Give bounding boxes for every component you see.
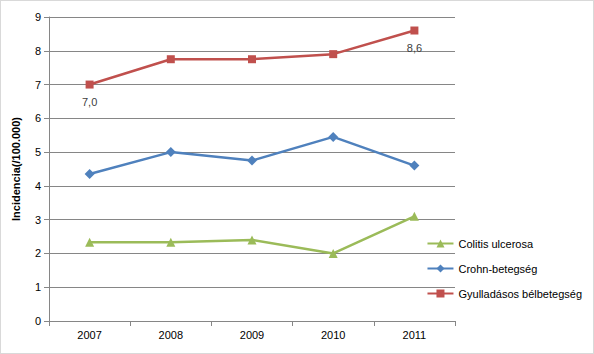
svg-text:6: 6 bbox=[35, 112, 41, 124]
svg-text:5: 5 bbox=[35, 146, 41, 158]
svg-text:4: 4 bbox=[35, 180, 41, 192]
svg-text:Gyulladásos bélbetegség: Gyulladásos bélbetegség bbox=[458, 288, 582, 300]
svg-text:2: 2 bbox=[35, 247, 41, 259]
svg-text:7,0: 7,0 bbox=[82, 96, 97, 108]
svg-text:2010: 2010 bbox=[321, 329, 345, 341]
svg-text:2011: 2011 bbox=[403, 329, 427, 341]
svg-text:8,6: 8,6 bbox=[407, 42, 422, 54]
svg-text:Colitis ulcerosa: Colitis ulcerosa bbox=[458, 238, 533, 250]
svg-text:2007: 2007 bbox=[77, 329, 101, 341]
svg-text:Incidencia(/100.000): Incidencia(/100.000) bbox=[10, 117, 22, 221]
svg-text:8: 8 bbox=[35, 45, 41, 57]
svg-text:Crohn-betegség: Crohn-betegség bbox=[458, 263, 537, 275]
svg-text:2009: 2009 bbox=[240, 329, 264, 341]
svg-text:7: 7 bbox=[35, 79, 41, 91]
svg-text:1: 1 bbox=[35, 281, 41, 293]
svg-text:0: 0 bbox=[35, 315, 41, 327]
svg-text:9: 9 bbox=[35, 11, 41, 23]
svg-text:3: 3 bbox=[35, 214, 41, 226]
svg-text:2008: 2008 bbox=[159, 329, 183, 341]
